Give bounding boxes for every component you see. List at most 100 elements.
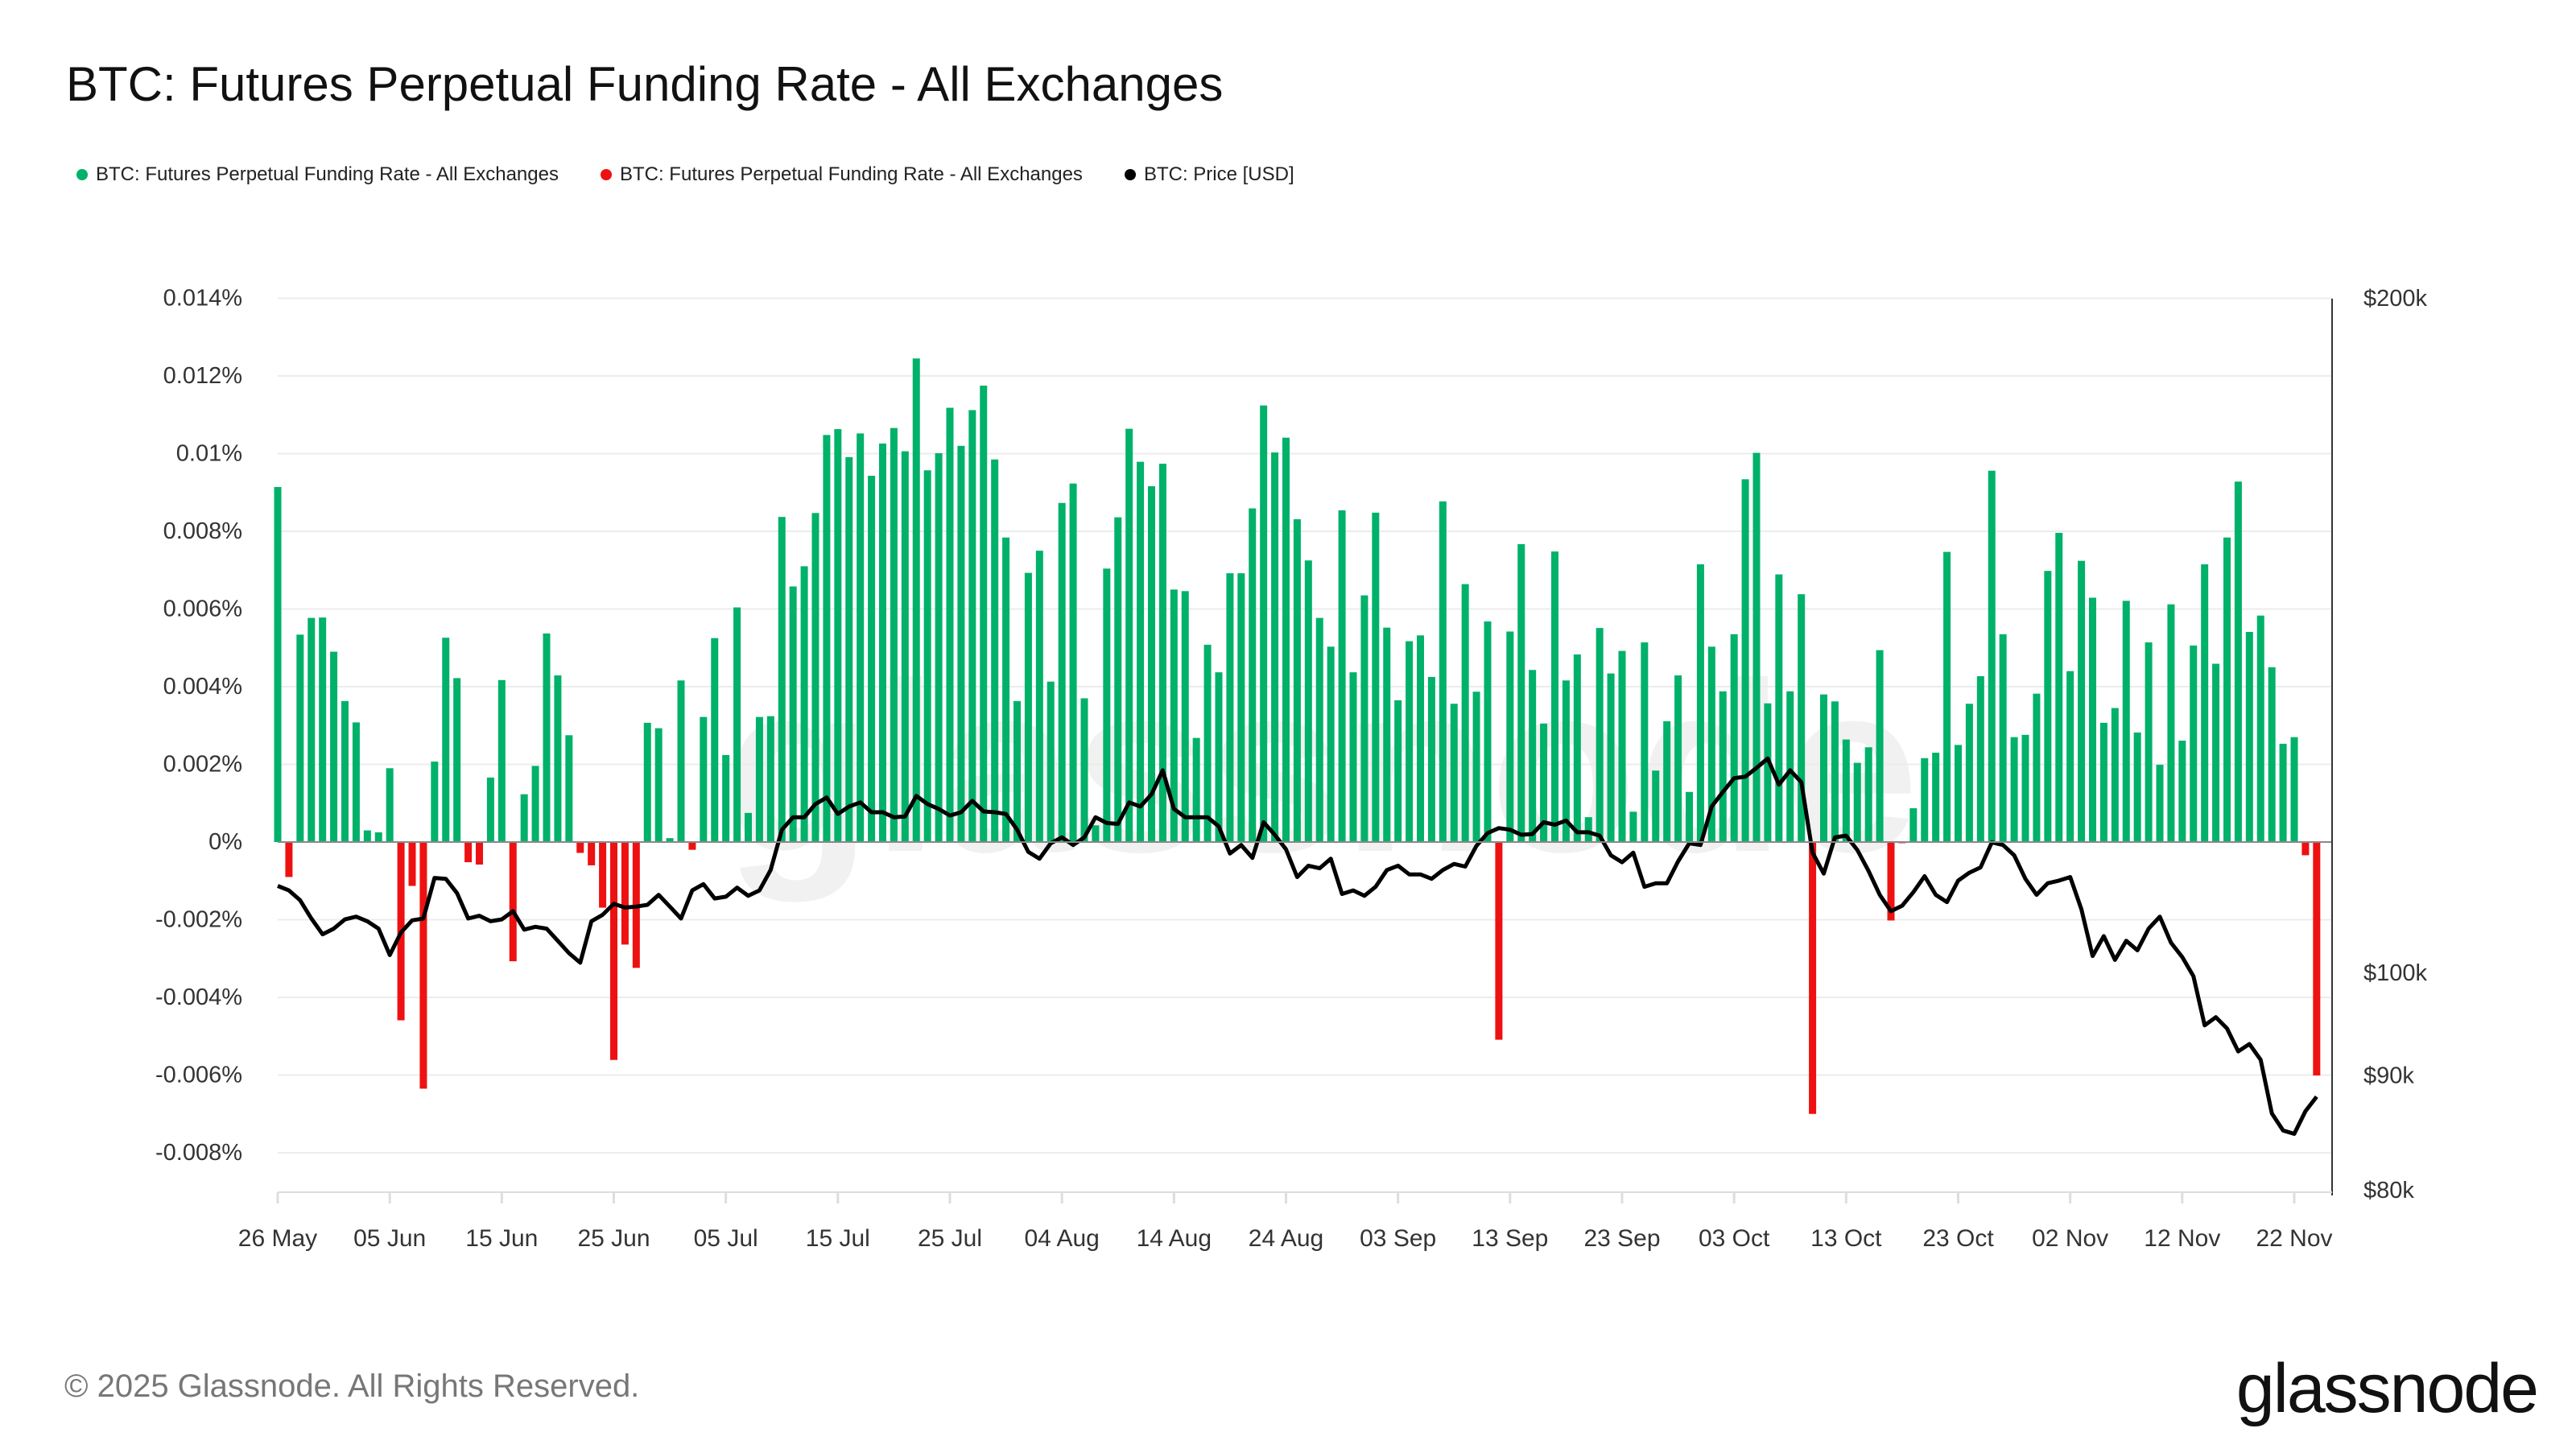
funding-bar bbox=[1517, 543, 1525, 842]
funding-bar bbox=[363, 830, 371, 842]
funding-bar bbox=[1002, 537, 1010, 842]
funding-bar bbox=[1181, 591, 1189, 842]
funding-bar bbox=[576, 842, 584, 853]
funding-bar bbox=[408, 842, 416, 886]
funding-bar bbox=[879, 443, 886, 842]
x-tick-label: 14 Aug bbox=[1137, 1225, 1212, 1252]
funding-bar bbox=[766, 716, 774, 842]
y2-tick-label: $90k bbox=[2363, 1063, 2414, 1089]
funding-bar bbox=[1741, 479, 1749, 842]
funding-bar bbox=[1137, 461, 1145, 842]
funding-bar bbox=[1315, 617, 1323, 842]
funding-bar bbox=[1148, 486, 1155, 842]
funding-bar bbox=[2066, 671, 2074, 842]
x-tick-label: 15 Jun bbox=[465, 1225, 538, 1252]
legend-dot-icon bbox=[1124, 169, 1136, 180]
axes: 0.014% 0.012% 0.01% 0.008% 0.006% 0.004% 0.002… bbox=[155, 286, 2428, 1253]
funding-bar bbox=[1752, 452, 1761, 842]
funding-bar bbox=[1573, 654, 1581, 842]
funding-bar bbox=[1988, 470, 1996, 842]
funding-bar bbox=[1876, 650, 1884, 842]
funding-bar bbox=[599, 842, 607, 908]
x-tick-label: 25 Jun bbox=[577, 1225, 650, 1252]
funding-bar bbox=[1237, 573, 1245, 842]
funding-bar bbox=[531, 766, 539, 842]
y-tick-label: 0.014% bbox=[163, 286, 242, 312]
funding-bar bbox=[2010, 737, 2018, 842]
funding-bar bbox=[1686, 791, 1693, 842]
funding-bar bbox=[1080, 698, 1088, 842]
funding-bar bbox=[1024, 572, 1032, 842]
funding-bar bbox=[1809, 842, 1817, 1114]
funding-bar bbox=[1484, 621, 1492, 842]
funding-bar bbox=[1383, 627, 1391, 842]
price-line-group bbox=[277, 756, 2318, 1136]
funding-bar bbox=[845, 456, 853, 842]
funding-bar bbox=[2055, 532, 2063, 842]
x-tick-label: 05 Jul bbox=[694, 1225, 758, 1252]
funding-bar bbox=[1170, 589, 1178, 842]
funding-bar bbox=[1203, 644, 1212, 842]
funding-bar bbox=[2033, 693, 2041, 842]
funding-bar bbox=[2021, 734, 2029, 842]
funding-bar bbox=[1035, 551, 1043, 842]
funding-bar bbox=[677, 680, 685, 842]
legend: BTC: Futures Perpetual Funding Rate - Al… bbox=[76, 163, 1294, 186]
funding-bar bbox=[2156, 764, 2164, 842]
x-tick-label: 23 Oct bbox=[1922, 1225, 1994, 1252]
funding-bar bbox=[1103, 568, 1111, 842]
copyright: © 2025 Glassnode. All Rights Reserved. bbox=[64, 1368, 640, 1404]
funding-bar bbox=[1427, 676, 1435, 842]
funding-bar bbox=[1909, 808, 1918, 842]
funding-bar bbox=[352, 722, 360, 842]
y-tick-label: 0.004% bbox=[163, 674, 242, 700]
funding-bar bbox=[296, 634, 304, 842]
funding-bar bbox=[1540, 723, 1548, 842]
funding-bar bbox=[621, 842, 629, 945]
funding-bar bbox=[1226, 573, 1234, 842]
funding-bar bbox=[1764, 703, 1772, 842]
funding-bar bbox=[711, 638, 719, 842]
funding-bar bbox=[476, 842, 483, 865]
funding-bar bbox=[1607, 673, 1615, 842]
funding-bar bbox=[341, 700, 349, 842]
funding-bar bbox=[330, 651, 338, 842]
y-tick-label: -0.004% bbox=[155, 985, 242, 1010]
funding-bar bbox=[1965, 704, 1973, 842]
funding-bar bbox=[811, 513, 819, 842]
funding-bar bbox=[1674, 675, 1682, 842]
funding-bar bbox=[1114, 517, 1122, 842]
funding-bar bbox=[1472, 691, 1480, 842]
x-tick-label: 24 Aug bbox=[1249, 1225, 1323, 1252]
legend-item-funding-negative[interactable]: BTC: Futures Perpetual Funding Rate - Al… bbox=[600, 163, 1083, 186]
funding-bar bbox=[319, 617, 327, 842]
funding-bar bbox=[1125, 428, 1133, 842]
x-tick-label: 23 Sep bbox=[1583, 1225, 1660, 1252]
funding-bar bbox=[1327, 646, 1335, 842]
y2-tick-label: $100k bbox=[2363, 960, 2428, 986]
funding-bar bbox=[1360, 595, 1368, 842]
funding-bar bbox=[1887, 842, 1895, 921]
funding-bar bbox=[1450, 704, 1458, 842]
legend-label: BTC: Price [USD] bbox=[1143, 163, 1294, 185]
funding-bar bbox=[778, 517, 786, 842]
legend-item-price[interactable]: BTC: Price [USD] bbox=[1124, 163, 1294, 186]
funding-bar bbox=[1775, 574, 1783, 842]
glassnode-logo: glassnode bbox=[2235, 1350, 2539, 1427]
funding-bar bbox=[1707, 646, 1715, 842]
funding-bar bbox=[453, 678, 461, 842]
funding-bar bbox=[1013, 700, 1021, 842]
funding-bar bbox=[823, 435, 831, 842]
legend-item-funding-positive[interactable]: BTC: Futures Perpetual Funding Rate - Al… bbox=[76, 163, 559, 186]
funding-bar bbox=[1461, 584, 1469, 842]
funding-bar bbox=[1551, 551, 1558, 842]
funding-bar bbox=[666, 838, 674, 842]
funding-bar bbox=[2190, 645, 2198, 842]
funding-bars bbox=[274, 358, 2321, 1114]
funding-bar bbox=[1820, 694, 1827, 842]
funding-bar bbox=[308, 617, 316, 842]
funding-bar bbox=[1853, 762, 1861, 842]
funding-bar bbox=[2201, 564, 2209, 842]
funding-bar bbox=[2089, 597, 2096, 842]
funding-bar bbox=[1955, 745, 1962, 842]
